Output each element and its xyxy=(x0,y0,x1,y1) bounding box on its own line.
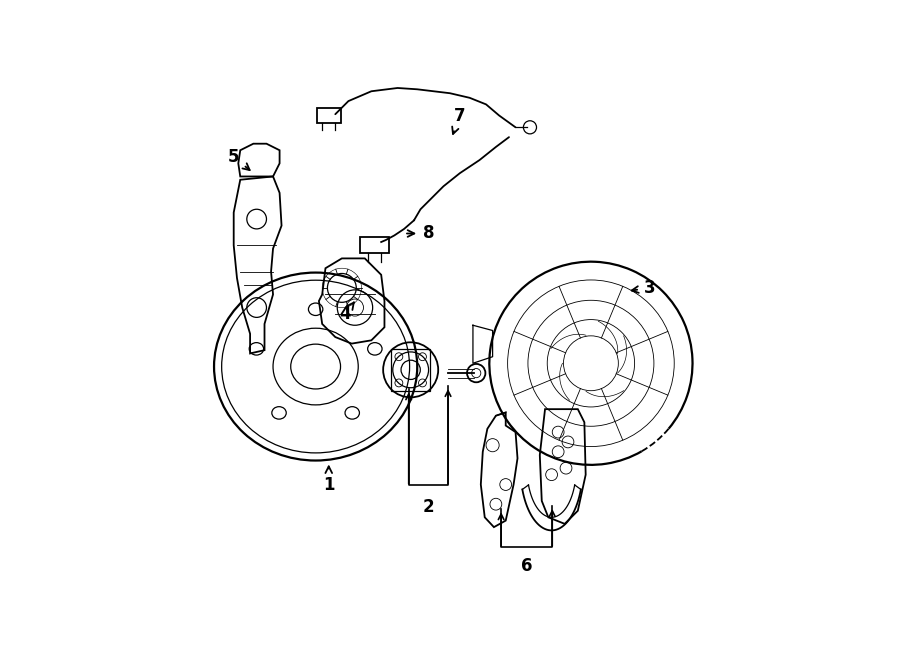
Text: 3: 3 xyxy=(632,279,656,297)
Text: 8: 8 xyxy=(407,225,435,243)
Text: 5: 5 xyxy=(228,148,249,170)
Text: 4: 4 xyxy=(339,302,354,323)
Text: 6: 6 xyxy=(521,557,533,574)
Bar xyxy=(360,237,389,253)
Text: 1: 1 xyxy=(323,467,335,494)
Text: 7: 7 xyxy=(452,106,465,134)
Text: 2: 2 xyxy=(423,498,434,516)
Bar xyxy=(391,348,430,391)
